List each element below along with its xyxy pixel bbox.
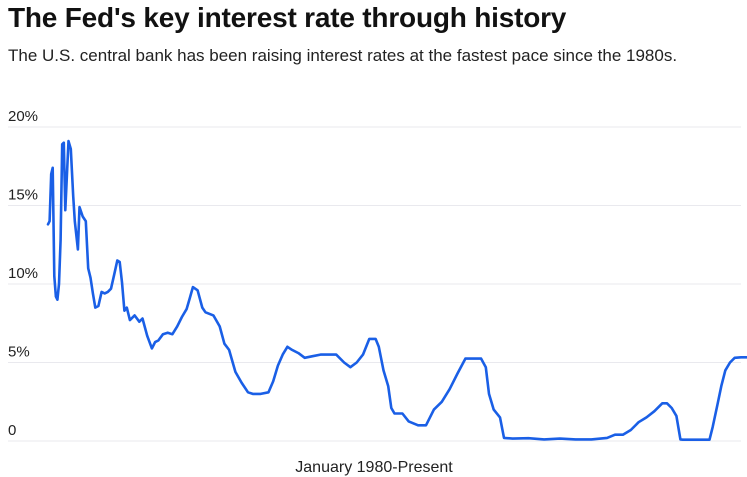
y-tick-label: 20% xyxy=(8,108,38,125)
y-tick-label: 10% xyxy=(8,265,38,282)
chart-subtitle: The U.S. central bank has been raising i… xyxy=(8,46,678,65)
y-tick-label: 5% xyxy=(8,344,30,361)
y-axis-ticks: 0 5% 10% 15% 20% xyxy=(8,108,38,439)
y-tick-label: 0 xyxy=(8,422,16,439)
chart-title: The Fed's key interest rate through hist… xyxy=(8,2,567,33)
grid-lines xyxy=(8,126,741,442)
y-tick-label: 15% xyxy=(8,187,38,204)
series-line-fed-rate xyxy=(46,139,747,441)
x-axis-label: January 1980-Present xyxy=(295,459,453,476)
